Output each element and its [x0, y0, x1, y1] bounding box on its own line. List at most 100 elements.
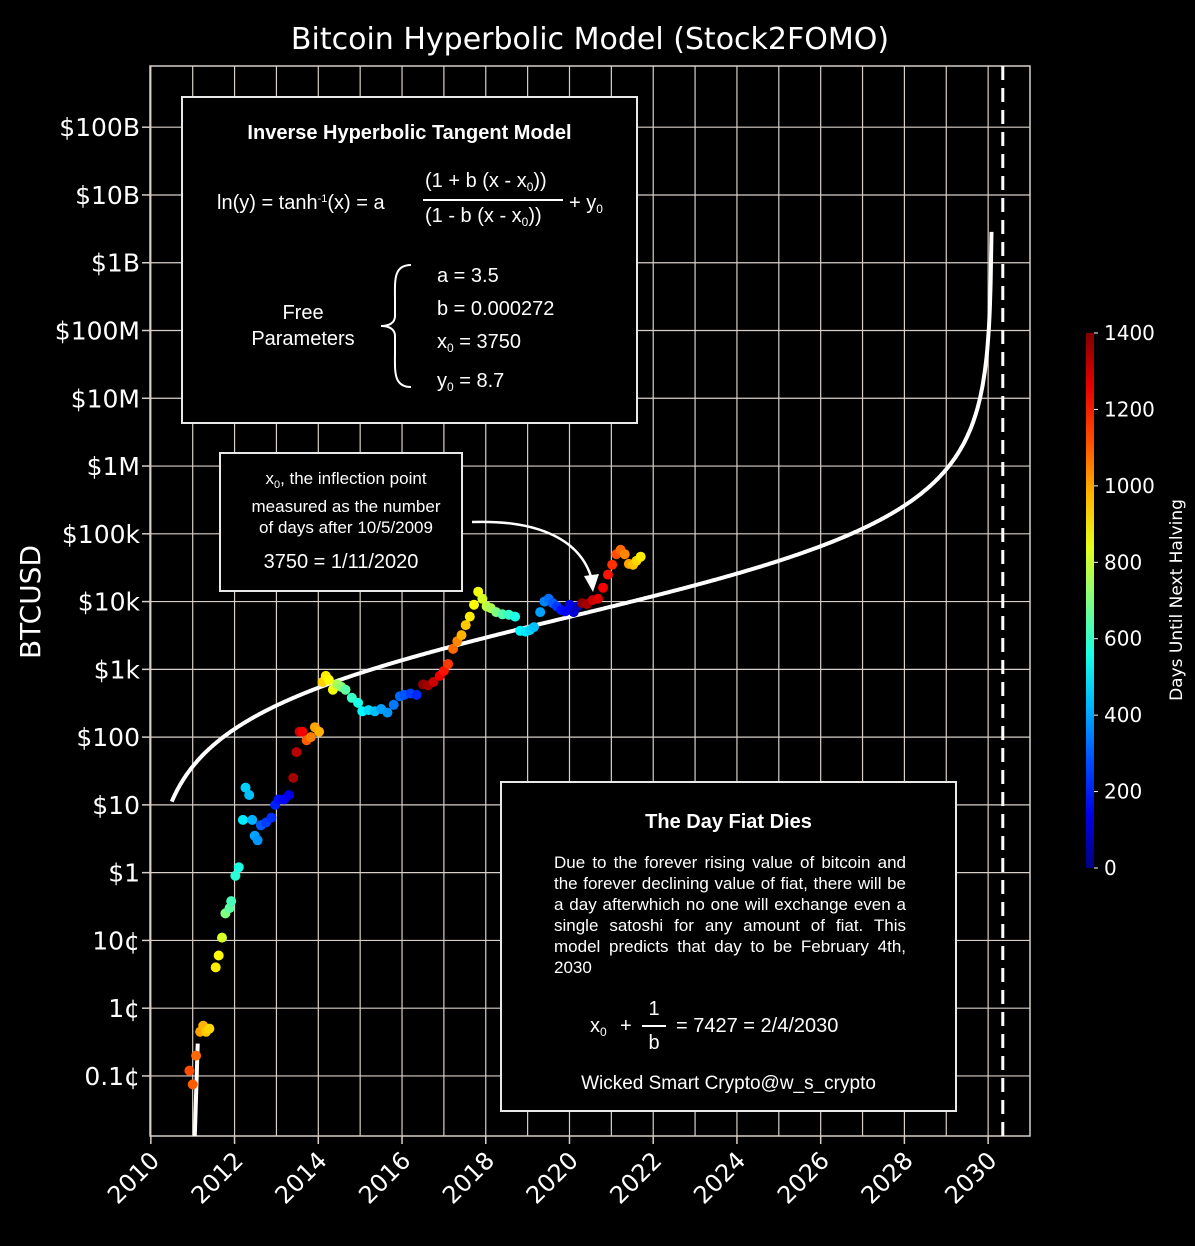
inflection-sub: 0: [273, 479, 281, 491]
y-tick-label: 0.1¢: [84, 1062, 140, 1091]
price-point: [210, 962, 221, 973]
inflection-equation: 3750 = 1/11/2020: [263, 551, 419, 573]
inflection-box: x0, the inflection point measured as the…: [219, 452, 463, 592]
colorbar-tick-label: 800: [1104, 550, 1142, 574]
x-tick-label: 2030: [939, 1146, 1002, 1209]
parameter-name: y: [437, 370, 447, 392]
price-points: [184, 544, 646, 1090]
price-point: [204, 1023, 215, 1034]
colorbar-tick-label: 0: [1104, 856, 1117, 880]
denominator-sub: 0: [521, 215, 529, 229]
inflection-line-3: of days after 10/5/2009: [259, 518, 433, 537]
formula-denominator: (1 - b (x - x0)): [425, 205, 542, 229]
x-tick-label: 2016: [353, 1146, 416, 1209]
chart-title: Bitcoin Hyperbolic Model (Stock2FOMO): [291, 22, 889, 57]
price-point: [382, 707, 393, 718]
fiat-equation-rest: = 7427 = 2/4/2030: [676, 1015, 839, 1037]
model-curve-line: [169, 231, 994, 803]
price-point: [288, 772, 299, 783]
price-point: [297, 726, 308, 737]
numerator-end: )): [533, 170, 547, 192]
x-tick-label: 2012: [186, 1146, 249, 1209]
parameter-name: a: [437, 265, 449, 287]
brace-icon: [380, 264, 412, 388]
price-point: [464, 611, 475, 622]
price-point: [217, 932, 227, 943]
price-point: [448, 643, 459, 654]
inflection-x: x: [265, 469, 274, 488]
price-point: [233, 862, 244, 873]
inflection-line-1-rest: , the inflection point: [280, 469, 427, 488]
fiat-box-title: The Day Fiat Dies: [645, 811, 812, 833]
price-point: [528, 622, 539, 633]
price-point: [240, 782, 251, 793]
parameter-2: x0 = 3750: [437, 326, 554, 365]
inflection-arrow: [471, 520, 599, 592]
inflection-line-1: x0, the inflection point: [235, 468, 457, 496]
fiat-eq-x: x: [590, 1015, 600, 1037]
formula-lhs-text: ln(y) = tanh: [217, 192, 318, 214]
formula-tail-sub: 0: [596, 202, 603, 216]
price-point: [213, 950, 224, 961]
inflection-line-2: measured as the number: [251, 497, 441, 516]
price-point: [340, 684, 351, 695]
y-tick-label: $100: [76, 723, 140, 752]
y-tick-label: $10: [92, 791, 140, 820]
parameter-sub: 0: [447, 380, 454, 394]
model-formula-lhs: ln(y) = tanh-1(x) = a: [217, 192, 385, 215]
price-point: [244, 790, 255, 800]
price-point: [477, 593, 488, 604]
formula-mid: (x) = a: [327, 192, 385, 214]
formula-numerator: (1 + b (x - x0)): [425, 170, 547, 194]
denominator-end: )): [528, 205, 542, 227]
price-point: [469, 599, 479, 610]
colorbar-tick-label: 1000: [1104, 474, 1155, 498]
y-tick-label: $1k: [94, 655, 141, 684]
x-tick-label: 2024: [688, 1146, 751, 1209]
parameter-0: a = 3.5: [437, 260, 554, 293]
y-tick-label: $1: [108, 859, 140, 888]
x-tick-label: 2026: [772, 1146, 835, 1209]
price-point: [266, 812, 277, 823]
x-tick-label: 2014: [270, 1146, 333, 1209]
y-axis: 0.1¢ 1¢ 10¢ $1 $10 $100 $1k $10k $100k $1M $10M $10…: [55, 113, 150, 1091]
parameter-1: b = 0.000272: [437, 293, 554, 326]
formula-tail-text: + y: [569, 192, 597, 214]
price-point: [456, 630, 467, 641]
fiat-equation-numerator: 1: [648, 998, 660, 1020]
price-point: [535, 607, 546, 618]
price-point: [284, 790, 294, 800]
formula-tail: + y0: [569, 192, 603, 216]
price-point: [411, 689, 422, 700]
price-point: [428, 677, 439, 687]
x-tick-label: 2010: [102, 1146, 165, 1209]
price-point: [191, 1050, 202, 1061]
y-tick-label: $1B: [91, 249, 140, 278]
price-point: [353, 697, 364, 708]
parameter-3: y0 = 8.7: [437, 365, 554, 404]
price-point: [226, 896, 237, 907]
parameter-value: = 8.7: [453, 370, 505, 392]
price-point: [252, 835, 263, 846]
price-point: [237, 814, 248, 825]
x-axis: 2010 2012 2014 2016 2018 2020 2022 2024 2026 2028…: [102, 1136, 1002, 1209]
parameter-value: = 3750: [453, 331, 521, 353]
price-point: [230, 870, 241, 881]
x-tick-label: 2020: [521, 1146, 584, 1209]
price-point: [635, 551, 646, 562]
fiat-equation-plus: +: [620, 1015, 632, 1037]
colorbar-tick-label: 1400: [1104, 321, 1155, 345]
y-axis-label: BTCUSD: [14, 545, 47, 659]
price-point: [593, 593, 603, 604]
price-point: [323, 674, 334, 685]
fiat-equation-denominator: b: [648, 1032, 660, 1054]
fiat-fraction-bar: [642, 1025, 666, 1027]
colorbar: 0 200 400 600 800 1000 1200 1400: [1086, 321, 1155, 880]
price-point: [598, 582, 608, 593]
fiat-box: The Day Fiat Dies Due to the forever ris…: [500, 781, 957, 1112]
formula-sup: -1: [317, 193, 328, 205]
fiat-box-body: Due to the forever rising value of bitco…: [554, 853, 906, 977]
price-point: [619, 549, 630, 560]
fiat-equation-x: x0: [590, 1015, 607, 1039]
parameter-sub: 0: [447, 341, 454, 355]
